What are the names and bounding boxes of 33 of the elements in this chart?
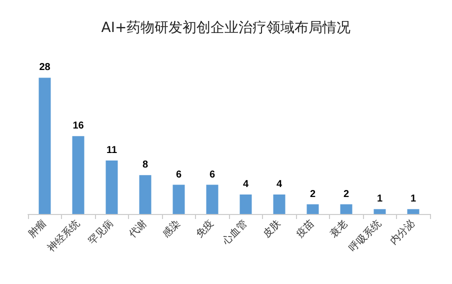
x-tick-label: 代谢 [126,217,150,241]
x-tick-label: 内分泌 [387,217,418,248]
data-label: 11 [106,144,118,156]
data-label: 2 [310,188,316,200]
x-tick-label: 罕见病 [86,217,116,248]
data-label: 28 [39,62,51,74]
bar [340,204,352,214]
bar [106,160,118,214]
bar [240,194,252,214]
data-label: 1 [376,194,383,205]
bar [273,194,286,214]
bar [172,184,185,214]
bar [72,136,84,214]
chart-title: AI+药物研发初创企业治疗领域布局情况 [101,20,351,36]
bar [407,209,420,214]
data-label: 6 [176,169,182,180]
x-tick-label: 皮肤 [260,217,284,240]
bar [38,78,51,214]
data-label: 16 [72,120,84,132]
x-tick-label: 免疫 [194,217,216,240]
data-label: 4 [276,179,282,190]
data-label: 1 [410,194,416,205]
x-tick-label: 疫苗 [294,217,317,240]
bar [206,184,218,214]
x-tick-label: 心血管 [219,217,250,248]
data-label: 6 [209,169,216,180]
x-tick-label: 感染 [160,217,183,240]
bar [139,175,152,214]
bar [306,204,319,214]
bar [374,209,386,214]
data-label: 2 [343,188,350,200]
data-label: 8 [142,160,148,171]
data-label: 4 [242,179,249,190]
